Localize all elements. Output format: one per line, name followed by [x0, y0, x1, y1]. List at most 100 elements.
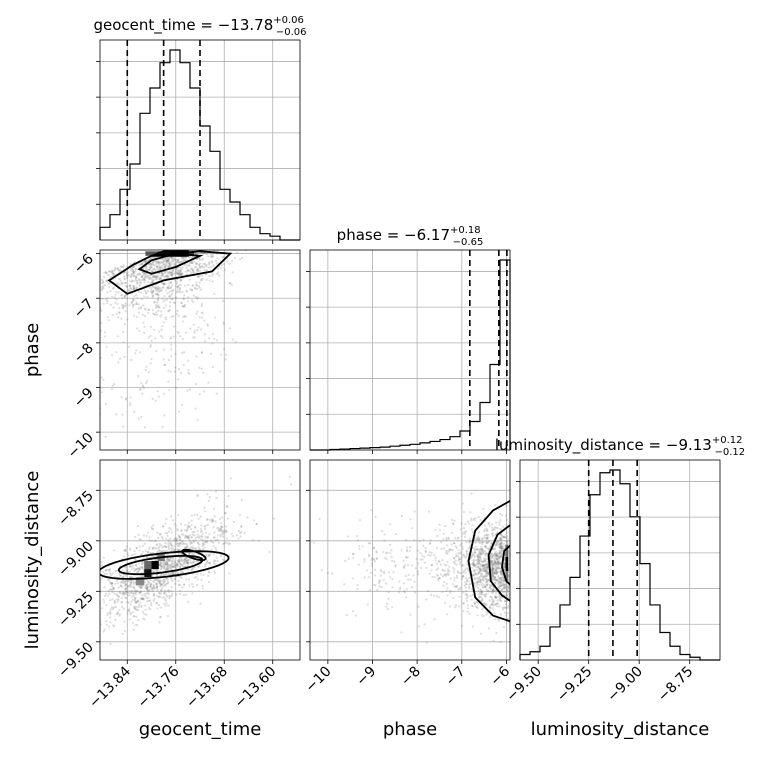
scatter-point — [392, 571, 395, 574]
scatter-geocent_time-phase — [89, 232, 247, 438]
scatter-point — [475, 548, 478, 551]
scatter-point — [184, 558, 187, 561]
scatter-point — [138, 568, 141, 571]
scatter-point — [167, 369, 170, 372]
scatter-point — [456, 570, 459, 573]
scatter-point — [117, 361, 120, 364]
scatter-point — [216, 267, 220, 270]
scatter-point — [168, 389, 171, 392]
scatter-point — [169, 281, 172, 284]
scatter-point — [123, 629, 126, 633]
scatter-point — [136, 589, 139, 593]
scatter-point — [118, 591, 121, 594]
scatter-point — [128, 404, 131, 407]
scatter-point — [130, 273, 133, 276]
scatter-point — [189, 270, 192, 273]
scatter-point — [224, 541, 227, 544]
scatter-point — [423, 555, 426, 558]
scatter-point — [454, 545, 457, 548]
scatter-point — [111, 314, 114, 317]
scatter-point — [177, 410, 181, 413]
scatter-point — [127, 289, 130, 292]
scatter-point — [100, 376, 103, 379]
scatter-point — [169, 370, 172, 373]
scatter-point — [128, 287, 131, 290]
scatter-point — [486, 547, 489, 550]
scatter-point — [114, 266, 117, 269]
scatter-point — [190, 541, 193, 545]
scatter-point — [214, 539, 217, 542]
scatter-point — [132, 303, 135, 306]
scatter-point — [147, 596, 150, 600]
scatter-point — [114, 605, 117, 609]
scatter-point — [204, 524, 207, 527]
scatter-point — [135, 294, 138, 297]
scatter-point — [177, 579, 180, 583]
scatter-point — [123, 548, 127, 552]
scatter-point — [220, 264, 223, 267]
scatter-point — [458, 605, 461, 608]
scatter-point — [216, 534, 219, 537]
scatter-point — [189, 533, 192, 537]
scatter-point — [235, 534, 238, 537]
scatter-point — [194, 266, 197, 269]
scatter-point — [173, 522, 176, 526]
scatter-point — [500, 555, 503, 558]
scatter-point — [484, 552, 487, 555]
scatter-point — [173, 582, 177, 586]
scatter-point — [492, 589, 495, 592]
scatter-point — [112, 274, 115, 277]
scatter-point — [136, 570, 140, 573]
scatter-point — [163, 584, 166, 587]
scatter-point — [189, 261, 192, 264]
scatter-point — [470, 553, 474, 557]
scatter-point — [89, 277, 91, 279]
scatter-point — [205, 278, 208, 281]
scatter-point — [487, 521, 490, 524]
scatter-point — [403, 591, 406, 594]
scatter-point — [435, 568, 438, 571]
scatter-point — [234, 232, 236, 234]
scatter-point — [106, 594, 109, 597]
scatter-point — [253, 519, 256, 522]
scatter-point — [452, 561, 456, 564]
scatter-point — [121, 600, 124, 604]
scatter-point — [182, 297, 185, 300]
scatter-point — [474, 605, 477, 608]
scatter-point — [190, 551, 194, 554]
scatter-point — [110, 582, 113, 585]
scatter-point — [154, 293, 157, 296]
scatter-point — [174, 537, 178, 540]
scatter-point — [471, 563, 474, 566]
scatter-point — [164, 282, 167, 285]
scatter-point — [151, 547, 154, 550]
scatter-point — [491, 573, 495, 576]
scatter-point — [120, 597, 123, 600]
scatter-point — [390, 549, 393, 552]
scatter-point — [153, 267, 156, 270]
scatter-point — [485, 563, 488, 566]
scatter-point — [141, 392, 144, 395]
scatter-point — [164, 289, 168, 292]
scatter-point — [441, 590, 444, 594]
scatter-point — [141, 597, 144, 600]
scatter-point — [173, 540, 176, 543]
scatter-point — [132, 299, 135, 302]
scatter-point — [402, 559, 405, 563]
scatter-point — [176, 309, 179, 312]
scatter-point — [442, 538, 445, 541]
scatter-point — [179, 269, 182, 273]
scatter-point — [150, 277, 153, 281]
scatter-point — [191, 268, 194, 271]
x-tick-label: −13.76 — [135, 663, 183, 711]
scatter-point — [195, 312, 198, 315]
scatter-point — [139, 388, 142, 392]
scatter-point — [192, 260, 196, 263]
scatter-point — [141, 594, 144, 597]
scatter-point — [207, 574, 210, 578]
scatter-point — [178, 562, 182, 565]
scatter-point — [155, 306, 158, 309]
scatter-point — [502, 542, 505, 546]
scatter-point — [114, 569, 117, 572]
scatter-point — [155, 601, 158, 604]
